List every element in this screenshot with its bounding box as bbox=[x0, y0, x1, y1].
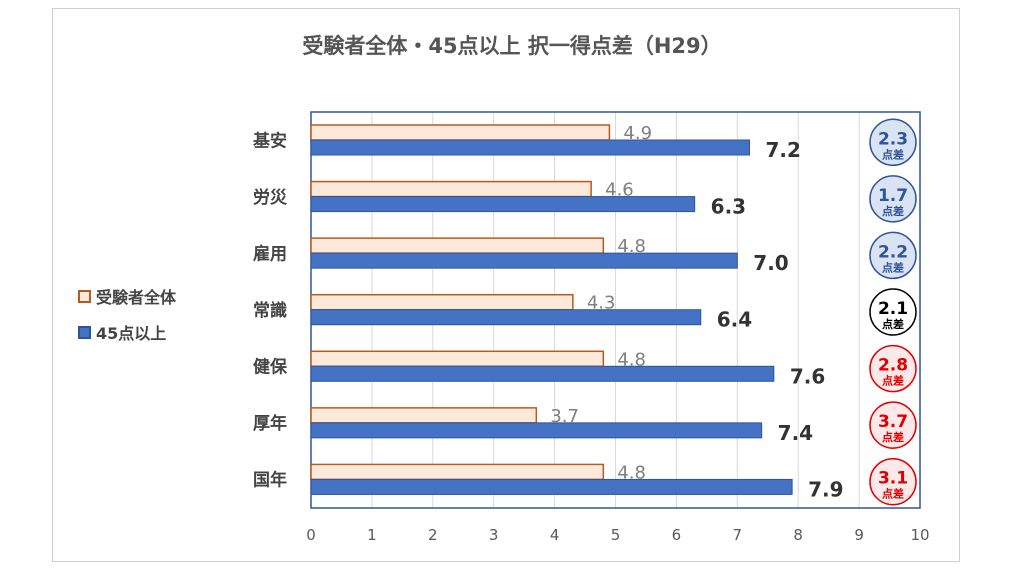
diff-badge bbox=[869, 401, 917, 449]
data-label-45: 7.9 bbox=[808, 477, 843, 501]
x-tick-label: 8 bbox=[793, 526, 803, 544]
bar-all bbox=[310, 237, 605, 254]
x-tick-label: 6 bbox=[672, 526, 682, 544]
diff-badge-unit: 点差 bbox=[882, 374, 904, 388]
bar-45 bbox=[310, 422, 763, 439]
diff-badge-value: 2.2 bbox=[878, 242, 908, 262]
category-label: 労災 bbox=[253, 187, 288, 208]
diff-badge-value: 3.1 bbox=[878, 469, 908, 489]
data-label-45: 7.2 bbox=[765, 138, 800, 162]
diff-badge-value: 2.8 bbox=[878, 356, 908, 376]
diff-badge bbox=[869, 231, 917, 280]
x-tick-label: 1 bbox=[367, 526, 377, 544]
category-label: 健保 bbox=[253, 357, 288, 378]
bar-all bbox=[310, 124, 611, 141]
data-label-45: 7.6 bbox=[790, 364, 825, 388]
legend-item-all: 受験者全体 bbox=[78, 286, 177, 307]
x-tick-label: 3 bbox=[489, 526, 499, 544]
data-label-45: 6.4 bbox=[717, 308, 752, 332]
legend-label-45: 45点以上 bbox=[96, 324, 167, 343]
diff-badge-value: 2.3 bbox=[878, 129, 908, 149]
legend-item-45: 45点以上 bbox=[78, 322, 176, 343]
data-label-all: 4.8 bbox=[617, 462, 646, 483]
x-tick-label: 5 bbox=[611, 526, 621, 544]
diff-badge bbox=[869, 344, 917, 393]
bar-45 bbox=[310, 365, 775, 382]
diff-badge bbox=[869, 288, 917, 336]
data-label-45: 7.0 bbox=[753, 251, 788, 275]
diff-badge-unit: 点差 bbox=[882, 430, 904, 444]
data-label-all: 4.9 bbox=[623, 123, 652, 144]
category-label: 雇用 bbox=[253, 243, 287, 264]
diff-badge-value: 3.7 bbox=[878, 412, 908, 432]
chart-title: 受験者全体・45点以上 択一得点差（H29） bbox=[302, 34, 722, 58]
bar-45 bbox=[310, 309, 702, 326]
diff-badge-unit: 点差 bbox=[882, 260, 904, 274]
diff-badge-value: 1.7 bbox=[878, 186, 908, 206]
category-label: 基安 bbox=[252, 130, 287, 151]
category-label: 厚年 bbox=[253, 413, 287, 434]
x-tick-label: 4 bbox=[550, 526, 560, 544]
data-label-all: 4.6 bbox=[605, 180, 634, 201]
bar-45 bbox=[310, 139, 750, 156]
diff-badge bbox=[869, 457, 917, 506]
data-label-45: 6.3 bbox=[711, 195, 746, 219]
x-tick-label: 9 bbox=[854, 526, 864, 544]
legend: 受験者全体 45点以上 bbox=[78, 286, 176, 358]
diff-badge bbox=[869, 175, 917, 223]
data-label-all: 4.3 bbox=[587, 293, 616, 314]
x-tick-label: 2 bbox=[428, 526, 438, 544]
data-label-45: 7.4 bbox=[778, 421, 813, 445]
bar-all bbox=[310, 407, 538, 424]
diff-badge-unit: 点差 bbox=[882, 317, 904, 331]
category-label: 国年 bbox=[253, 470, 287, 491]
legend-swatch-all bbox=[78, 289, 91, 303]
diff-badge bbox=[869, 118, 917, 167]
data-label-all: 4.8 bbox=[617, 349, 646, 370]
data-label-all: 3.7 bbox=[550, 406, 579, 427]
diff-badge-unit: 点差 bbox=[882, 147, 904, 161]
category-label: 常識 bbox=[253, 300, 287, 321]
bar-45 bbox=[310, 478, 793, 495]
bar-all bbox=[310, 180, 592, 198]
diff-badge-value: 2.1 bbox=[878, 299, 908, 319]
x-tick-label: 7 bbox=[733, 526, 743, 544]
x-tick-label: 0 bbox=[306, 526, 316, 544]
diff-badge-unit: 点差 bbox=[882, 204, 904, 218]
data-label-all: 4.8 bbox=[617, 236, 646, 257]
diff-badge-unit: 点差 bbox=[882, 487, 904, 501]
bar-all bbox=[310, 293, 574, 311]
bar-all bbox=[310, 350, 605, 368]
bar-45 bbox=[310, 252, 738, 269]
legend-label-all: 受験者全体 bbox=[96, 288, 177, 307]
bar-45 bbox=[310, 196, 696, 213]
bar-all bbox=[310, 463, 605, 481]
legend-swatch-45 bbox=[78, 325, 91, 339]
x-tick-label: 10 bbox=[910, 526, 929, 544]
